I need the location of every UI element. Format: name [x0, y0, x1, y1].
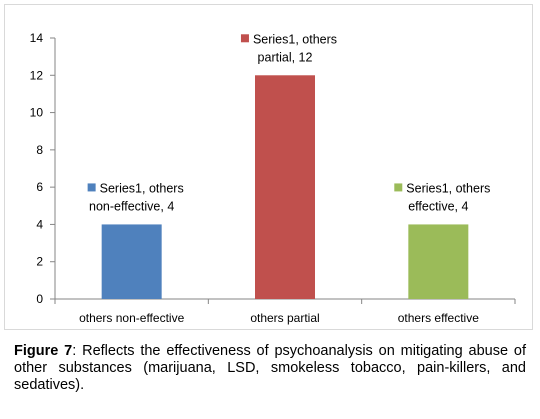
figure-caption: Figure 7: Reflects the effectiveness of …: [14, 343, 526, 394]
data-label-key: [87, 183, 96, 192]
data-label-line1: Series1, others: [253, 32, 337, 46]
data-label-line2: partial, 12: [258, 50, 313, 64]
caption-label: Figure 7: [14, 343, 73, 359]
y-tick-label: 0: [36, 292, 43, 306]
caption-text: : Reflects the effectiveness of psychoan…: [14, 343, 526, 393]
data-label-key: [240, 34, 249, 43]
y-tick-label: 6: [36, 180, 43, 194]
data-label-line1: Series1, others: [406, 181, 490, 195]
y-tick-label: 8: [36, 143, 43, 157]
y-tick-label: 14: [30, 31, 44, 45]
x-tick-label: others non-effective: [79, 311, 185, 325]
bar: [101, 224, 162, 299]
data-label-line2: non-effective, 4: [89, 199, 174, 213]
bar-chart: 0 2 4 6 8 10 12 14 others non-effective Series1, …: [30, 31, 516, 325]
y-tick-label: 12: [30, 68, 44, 82]
x-tick-label: others partial: [250, 311, 319, 325]
bar: [255, 75, 315, 300]
y-tick-label: 4: [36, 217, 43, 231]
data-label-key: [394, 183, 403, 192]
data-label-line1: Series1, others: [100, 181, 184, 195]
bar: [408, 224, 469, 299]
data-label-line2: effective, 4: [408, 199, 468, 213]
x-tick-label: others effective: [398, 311, 479, 325]
y-tick-label: 10: [30, 106, 44, 120]
y-tick-label: 2: [36, 255, 43, 269]
